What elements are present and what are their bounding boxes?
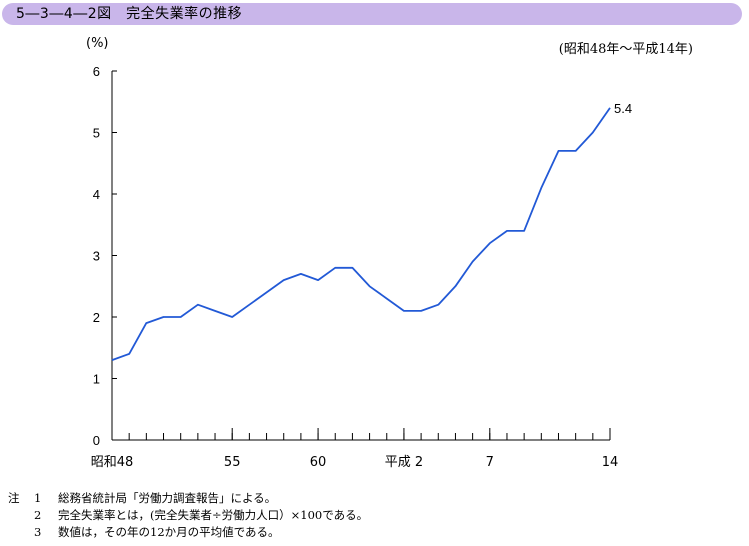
note-number: 2 [34,508,42,522]
note-number: 3 [34,525,42,539]
y-unit-label: (%) [86,36,109,51]
y-tick-label: 2 [93,310,100,325]
note-text: 数値は，その年の12か月の平均値である。 [58,525,280,539]
notes: 注 1 総務省統計局「労働力調査報告」による。 2 完全失業率とは，(完全失業者… [8,490,368,541]
y-tick-label: 3 [93,249,100,264]
note-head: 注 [8,491,20,505]
note-head [8,507,34,524]
figure-title: 5―3―4―2図 完全失業率の推移 [16,6,243,22]
data-label: 5.4 [614,101,632,116]
note-number: 1 [34,491,42,505]
y-tick-label: 4 [93,187,100,202]
note-2: 2 完全失業率とは，(完全失業者÷労働力人口）×100である。 [8,507,368,524]
line-chart: 0 1 2 3 4 5 6 昭和48 55 60 平成 2 7 14 5.4 [91,64,632,470]
note-text: 総務省統計局「労働力調査報告」による。 [58,491,277,505]
x-tick-label: 昭和48 [91,455,134,470]
y-tick-label: 6 [93,64,100,79]
x-tick-label: 60 [310,455,327,470]
note-3: 3 数値は，その年の12か月の平均値である。 [8,524,368,541]
y-tick-label: 5 [93,126,100,141]
x-tick-label: 55 [224,455,241,470]
y-tick-label: 1 [93,372,100,387]
unemployment-rate-line [111,107,611,361]
note-text: 完全失業率とは，(完全失業者÷労働力人口）×100である。 [58,508,369,522]
x-tick-label: 平成 2 [385,455,423,470]
x-tick-label: 14 [602,455,619,470]
note-head [8,524,34,541]
y-tick-label: 0 [93,433,100,448]
x-tick-label: 7 [486,455,494,470]
note-1: 注 1 総務省統計局「労働力調査報告」による。 [8,490,368,507]
period-label: (昭和48年〜平成14年) [558,42,693,57]
title-bar: 5―3―4―2図 完全失業率の推移 [2,3,742,25]
